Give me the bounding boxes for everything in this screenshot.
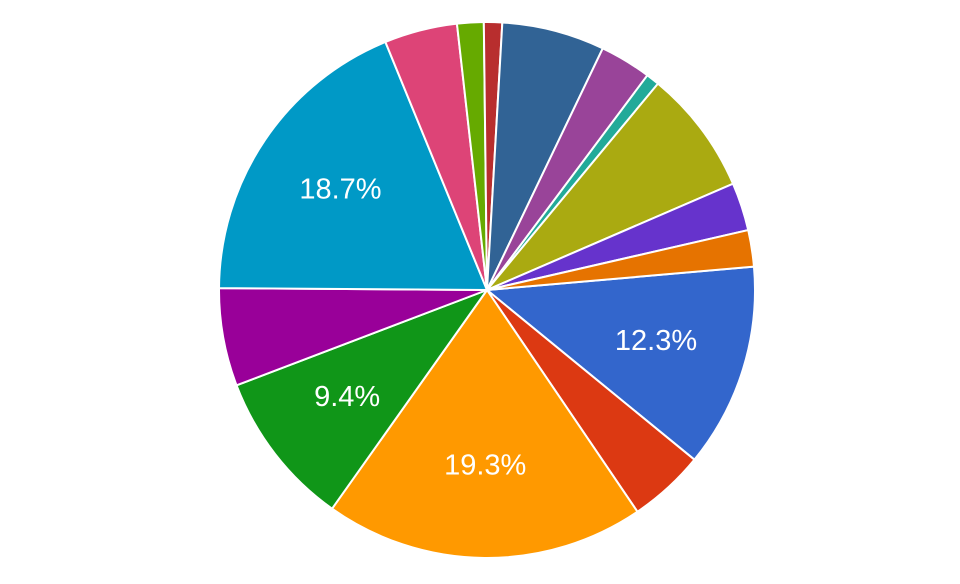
pie-slice	[486, 82, 735, 291]
slice-label: 18.7%	[299, 174, 381, 206]
pie-slice	[235, 287, 490, 511]
slice-label: 19.3%	[444, 450, 526, 482]
pie-slice	[218, 40, 489, 292]
slice-label: 12.3%	[615, 325, 697, 357]
pie-slice	[330, 288, 639, 559]
pie-slice	[486, 228, 756, 291]
slice-label: 9.4%	[314, 381, 380, 413]
pie-slice	[484, 265, 756, 462]
